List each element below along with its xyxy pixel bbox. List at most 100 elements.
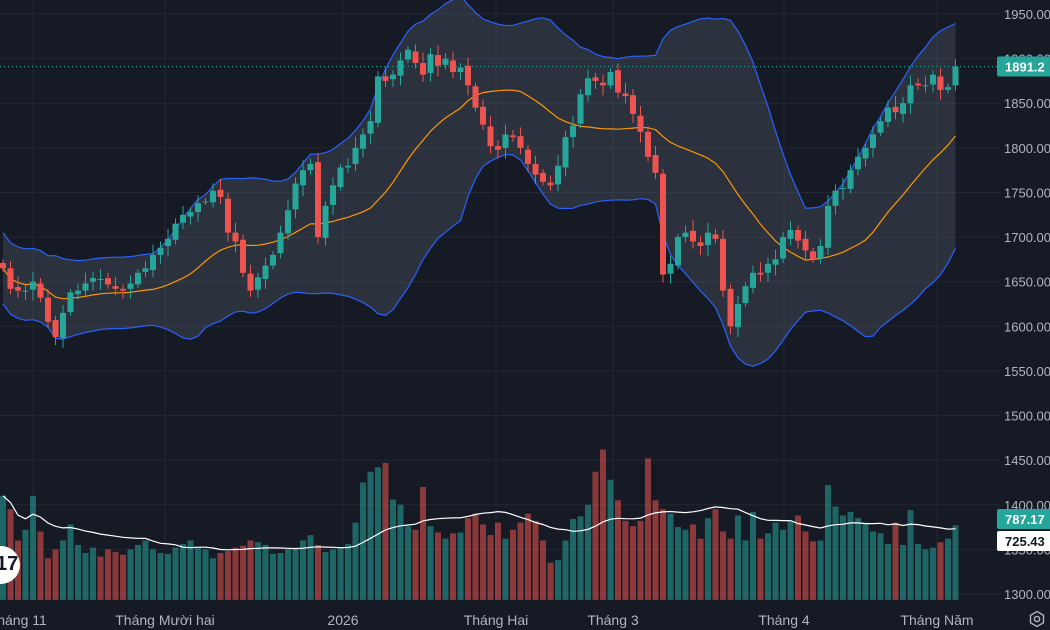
volume-bar [877, 533, 884, 600]
volume-bar [37, 531, 44, 600]
candle-body [915, 83, 921, 86]
candle-body [510, 135, 516, 138]
candle-body [60, 312, 66, 338]
volume-bar [450, 533, 456, 600]
candle-body [22, 290, 29, 292]
volume-bar [427, 526, 434, 600]
volume-bar [607, 479, 614, 600]
last-price-tag-bg [997, 56, 1050, 77]
candle-body [765, 263, 771, 273]
candle-body [532, 163, 539, 175]
candle-body [37, 283, 44, 298]
volume-bar [435, 532, 441, 600]
candle-body [15, 287, 21, 291]
candle-body [930, 74, 936, 85]
candle-body [697, 242, 704, 246]
volume-bar [577, 516, 584, 600]
moving-average-line [2, 89, 956, 300]
volume-bar [615, 500, 621, 600]
volume-bar [135, 544, 141, 600]
volume-bar [772, 522, 779, 600]
volume-bar [60, 540, 66, 600]
volume-bar [352, 522, 359, 600]
candle-body [285, 210, 291, 234]
candle-body [667, 263, 674, 274]
volume-bar [315, 544, 321, 600]
candle-body [795, 229, 801, 241]
candle-body [495, 146, 501, 150]
volume-bar [622, 520, 629, 600]
candle-body [600, 82, 606, 86]
tradingview-logo[interactable] [0, 546, 20, 584]
candle-body [405, 49, 411, 60]
candle-body [937, 76, 944, 90]
volume-bar [690, 524, 696, 600]
volume-bar [585, 504, 591, 600]
volume-bar [525, 513, 531, 600]
candle-body [907, 85, 914, 104]
volume-bar [795, 515, 801, 600]
candle-body [195, 203, 201, 213]
candle-body [727, 288, 734, 327]
y-tick-label: 1700.00 [1004, 230, 1050, 245]
candle-body [157, 247, 164, 255]
candle-body [592, 77, 599, 81]
candle-body [412, 51, 419, 64]
y-tick-label: 1600.00 [1004, 319, 1050, 334]
settings-gear-icon[interactable] [1028, 610, 1046, 628]
candle-body [142, 268, 149, 272]
volume-bar [637, 520, 644, 600]
volume-bar [645, 458, 651, 600]
candle-body [712, 234, 719, 239]
candle-body [637, 115, 644, 132]
candle-body [952, 66, 959, 86]
candle-body [810, 251, 816, 260]
candle-body [540, 172, 546, 182]
volume-bar [780, 529, 786, 600]
upper-band-line [2, 0, 956, 262]
volume-bar [202, 549, 209, 600]
volume-bar [247, 540, 254, 600]
volume-bar [517, 522, 524, 600]
volume-bar [172, 547, 179, 600]
volume-tag-bg [997, 509, 1050, 529]
volume-bar [210, 558, 216, 600]
candle-body [165, 238, 171, 246]
candle-body [517, 136, 524, 148]
volume-bar [397, 504, 404, 600]
volume-bar [600, 449, 606, 600]
candle-body [892, 106, 899, 113]
volume-bar [262, 544, 269, 600]
candle-body [127, 283, 134, 289]
candle-body [0, 262, 6, 269]
volume-bar [945, 538, 951, 600]
candle-body [877, 121, 884, 133]
volume-bar [465, 518, 471, 600]
candle-body [255, 277, 261, 290]
volume-bar [337, 547, 344, 600]
candle-body [135, 272, 141, 285]
candle-body [337, 167, 344, 188]
candle-body [150, 254, 156, 271]
volume-bar [510, 529, 516, 600]
candle-body [945, 87, 951, 90]
candle-body [735, 304, 741, 328]
candle-body [270, 254, 276, 266]
y-tick-label: 1500.00 [1004, 409, 1050, 424]
volume-bar [697, 538, 704, 600]
candle-body [45, 297, 51, 322]
y-tick-label: 1850.00 [1004, 96, 1050, 111]
candle-body [292, 183, 299, 210]
candle-body [847, 170, 854, 189]
volume-bar [502, 538, 509, 600]
volume-bar [412, 529, 419, 600]
tradingview-logo-mark: 17 [0, 553, 19, 575]
volume-bar [892, 522, 899, 600]
candle-body [855, 156, 861, 170]
candle-body [247, 273, 254, 291]
volume-bar [45, 558, 51, 600]
candle-body [67, 292, 74, 313]
candle-body [757, 272, 764, 275]
x-tick-label: Tháng Mười hai [115, 612, 214, 628]
